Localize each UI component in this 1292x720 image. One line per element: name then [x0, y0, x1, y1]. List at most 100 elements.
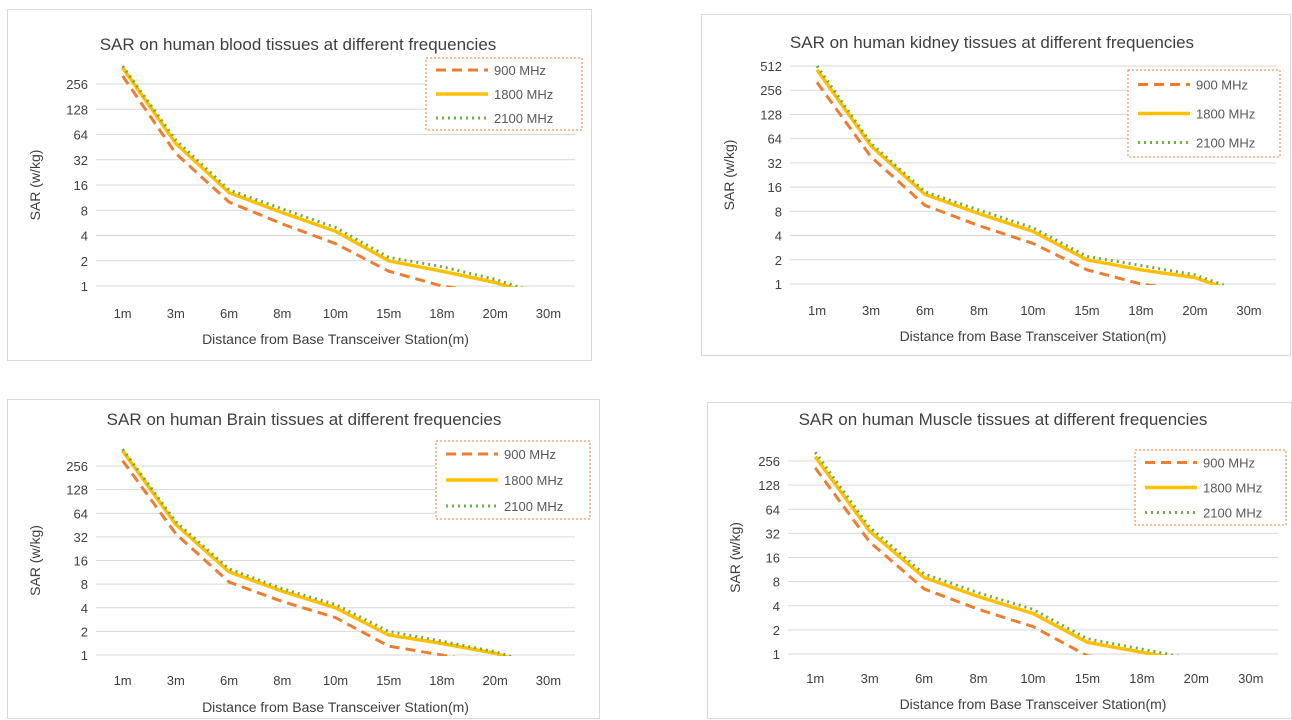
- y-tick-label: 256: [758, 454, 780, 469]
- y-tick-label: 8: [775, 204, 782, 219]
- legend-label: 1800 MHz: [504, 473, 563, 488]
- x-tick-label: 10m: [1020, 671, 1045, 686]
- x-tick-label: 10m: [323, 673, 348, 688]
- series-line-1800-mhz: [813, 455, 1168, 655]
- legend-label: 2100 MHz: [1203, 506, 1262, 521]
- x-tick-label: 20m: [483, 306, 508, 321]
- x-tick-label: 8m: [970, 303, 988, 318]
- y-tick-label: 4: [773, 599, 780, 614]
- y-tick-label: 32: [768, 156, 782, 171]
- y-tick-label: 2: [81, 254, 88, 269]
- y-tick-label: 32: [74, 530, 88, 545]
- legend-label: 900 MHz: [504, 447, 556, 462]
- x-tick-label: 6m: [915, 671, 933, 686]
- y-axis-title: SAR (w/kg): [27, 525, 43, 596]
- x-tick-label: 8m: [273, 673, 291, 688]
- y-tick-label: 16: [768, 180, 782, 195]
- y-tick-label: 8: [81, 577, 88, 592]
- x-tick-label: 1m: [808, 303, 826, 318]
- x-tick-label: 30m: [536, 306, 561, 321]
- legend-label: 900 MHz: [1196, 78, 1248, 93]
- y-tick-label: 2: [773, 623, 780, 638]
- x-tick-label: 30m: [1238, 671, 1263, 686]
- x-tick-label: 10m: [1020, 303, 1045, 318]
- chart-panel-muscle: SAR on human Muscle tissues at different…: [707, 402, 1292, 719]
- y-axis-title: SAR (w/kg): [727, 522, 743, 593]
- chart-panel-brain: SAR on human Brain tissues at different …: [7, 399, 600, 719]
- sar-kidney-chart: SAR on human kidney tissues at different…: [721, 33, 1281, 344]
- y-tick-label: 16: [74, 554, 88, 569]
- y-tick-label: 32: [74, 153, 88, 168]
- y-tick-label: 2: [775, 253, 782, 268]
- x-axis-title: Distance from Base Transceiver Station(m…: [900, 328, 1167, 344]
- legend-label: 1800 MHz: [1203, 481, 1262, 496]
- legend-label: 1800 MHz: [1196, 107, 1255, 122]
- series-line-1800-mhz: [121, 449, 510, 656]
- x-tick-label: 1m: [806, 671, 824, 686]
- y-tick-label: 16: [74, 178, 88, 193]
- x-tick-label: 3m: [862, 303, 880, 318]
- y-tick-label: 4: [81, 601, 88, 616]
- sar-brain-chart: SAR on human Brain tissues at different …: [27, 410, 591, 715]
- y-tick-label: 512: [760, 59, 782, 74]
- y-tick-label: 32: [766, 526, 780, 541]
- series-line-1800-mhz: [121, 66, 516, 287]
- x-tick-label: 18m: [1129, 671, 1154, 686]
- y-tick-label: 1: [81, 279, 88, 294]
- chart-title: SAR on human kidney tissues at different…: [790, 33, 1194, 52]
- y-tick-label: 256: [760, 83, 782, 98]
- y-tick-label: 128: [66, 102, 88, 117]
- x-tick-label: 8m: [273, 306, 291, 321]
- sar-blood-chart: SAR on human blood tissues at different …: [27, 35, 583, 347]
- x-tick-label: 1m: [114, 306, 132, 321]
- y-tick-label: 128: [760, 107, 782, 122]
- x-tick-label: 20m: [1182, 303, 1207, 318]
- y-tick-label: 256: [66, 77, 88, 92]
- y-tick-label: 2: [81, 624, 88, 639]
- x-tick-label: 15m: [376, 673, 401, 688]
- y-axis-title: SAR (w/kg): [721, 140, 737, 211]
- y-tick-label: 16: [766, 551, 780, 566]
- series-line-900-mhz: [813, 467, 1093, 655]
- series-line-900-mhz: [121, 459, 456, 656]
- y-tick-label: 256: [66, 459, 88, 474]
- x-tick-label: 20m: [483, 673, 508, 688]
- series-line-1800-mhz: [815, 68, 1222, 285]
- y-tick-label: 4: [775, 229, 782, 244]
- legend-label: 2100 MHz: [1196, 136, 1255, 151]
- x-tick-label: 6m: [916, 303, 934, 318]
- x-tick-label: 3m: [861, 671, 879, 686]
- x-tick-label: 3m: [167, 673, 185, 688]
- x-tick-label: 15m: [1074, 303, 1099, 318]
- y-tick-label: 64: [74, 506, 88, 521]
- legend-label: 2100 MHz: [494, 111, 553, 126]
- y-tick-label: 64: [768, 132, 782, 147]
- x-axis-title: Distance from Base Transceiver Station(m…: [900, 696, 1167, 712]
- chart-panel-kidney: SAR on human kidney tissues at different…: [701, 14, 1291, 356]
- y-tick-label: 128: [758, 478, 780, 493]
- legend-label: 2100 MHz: [504, 499, 563, 514]
- y-tick-label: 1: [81, 648, 88, 663]
- chart-panel-blood: SAR on human blood tissues at different …: [7, 9, 592, 361]
- chart-title: SAR on human Muscle tissues at different…: [799, 410, 1208, 429]
- x-tick-label: 15m: [1075, 671, 1100, 686]
- series-line-900-mhz: [815, 81, 1159, 285]
- y-tick-label: 1: [773, 647, 780, 662]
- y-tick-label: 64: [766, 502, 780, 517]
- chart-title: SAR on human blood tissues at different …: [100, 35, 497, 54]
- legend-label: 1800 MHz: [494, 87, 553, 102]
- y-axis-title: SAR (w/kg): [27, 150, 43, 221]
- x-tick-label: 3m: [167, 306, 185, 321]
- x-tick-label: 30m: [536, 673, 561, 688]
- series-line-900-mhz: [121, 75, 459, 287]
- x-tick-label: 10m: [323, 306, 348, 321]
- y-tick-label: 64: [74, 128, 88, 143]
- chart-title: SAR on human Brain tissues at different …: [107, 410, 502, 429]
- x-tick-label: 8m: [970, 671, 988, 686]
- y-tick-label: 8: [773, 575, 780, 590]
- x-tick-label: 18m: [429, 306, 454, 321]
- x-tick-label: 1m: [114, 673, 132, 688]
- y-tick-label: 4: [81, 229, 88, 244]
- x-tick-label: 18m: [429, 673, 454, 688]
- x-axis-title: Distance from Base Transceiver Station(m…: [202, 699, 469, 715]
